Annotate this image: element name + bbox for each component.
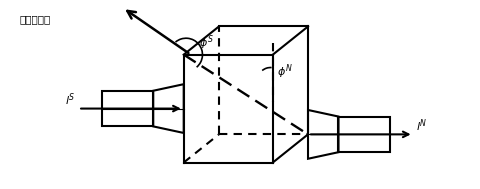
Text: $l^S$: $l^S$ bbox=[65, 92, 76, 108]
Text: $\phi^S$: $\phi^S$ bbox=[199, 33, 214, 52]
Text: 太阳光矢量: 太阳光矢量 bbox=[20, 14, 51, 24]
Text: $\phi^N$: $\phi^N$ bbox=[276, 63, 292, 81]
Text: $l^N$: $l^N$ bbox=[416, 117, 427, 134]
